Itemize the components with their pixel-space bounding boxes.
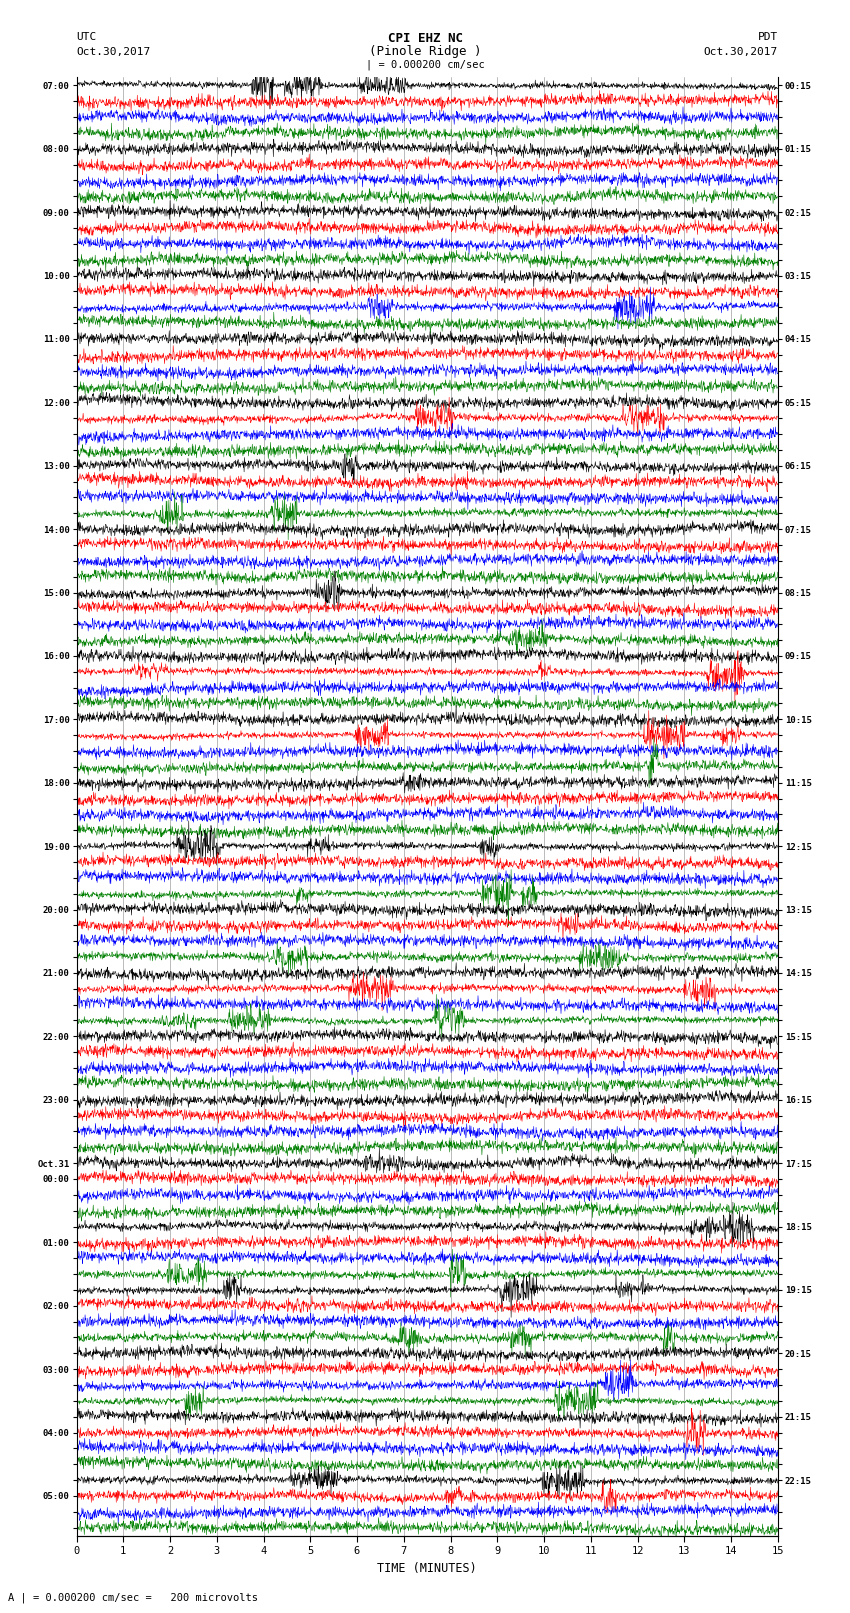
- Text: PDT: PDT: [757, 32, 778, 42]
- Text: Oct.30,2017: Oct.30,2017: [76, 47, 150, 56]
- X-axis label: TIME (MINUTES): TIME (MINUTES): [377, 1561, 477, 1574]
- Text: (Pinole Ridge ): (Pinole Ridge ): [369, 45, 481, 58]
- Text: | = 0.000200 cm/sec: | = 0.000200 cm/sec: [366, 60, 484, 71]
- Text: CPI EHZ NC: CPI EHZ NC: [388, 32, 462, 45]
- Text: A | = 0.000200 cm/sec =   200 microvolts: A | = 0.000200 cm/sec = 200 microvolts: [8, 1592, 258, 1603]
- Text: UTC: UTC: [76, 32, 97, 42]
- Text: Oct.30,2017: Oct.30,2017: [704, 47, 778, 56]
